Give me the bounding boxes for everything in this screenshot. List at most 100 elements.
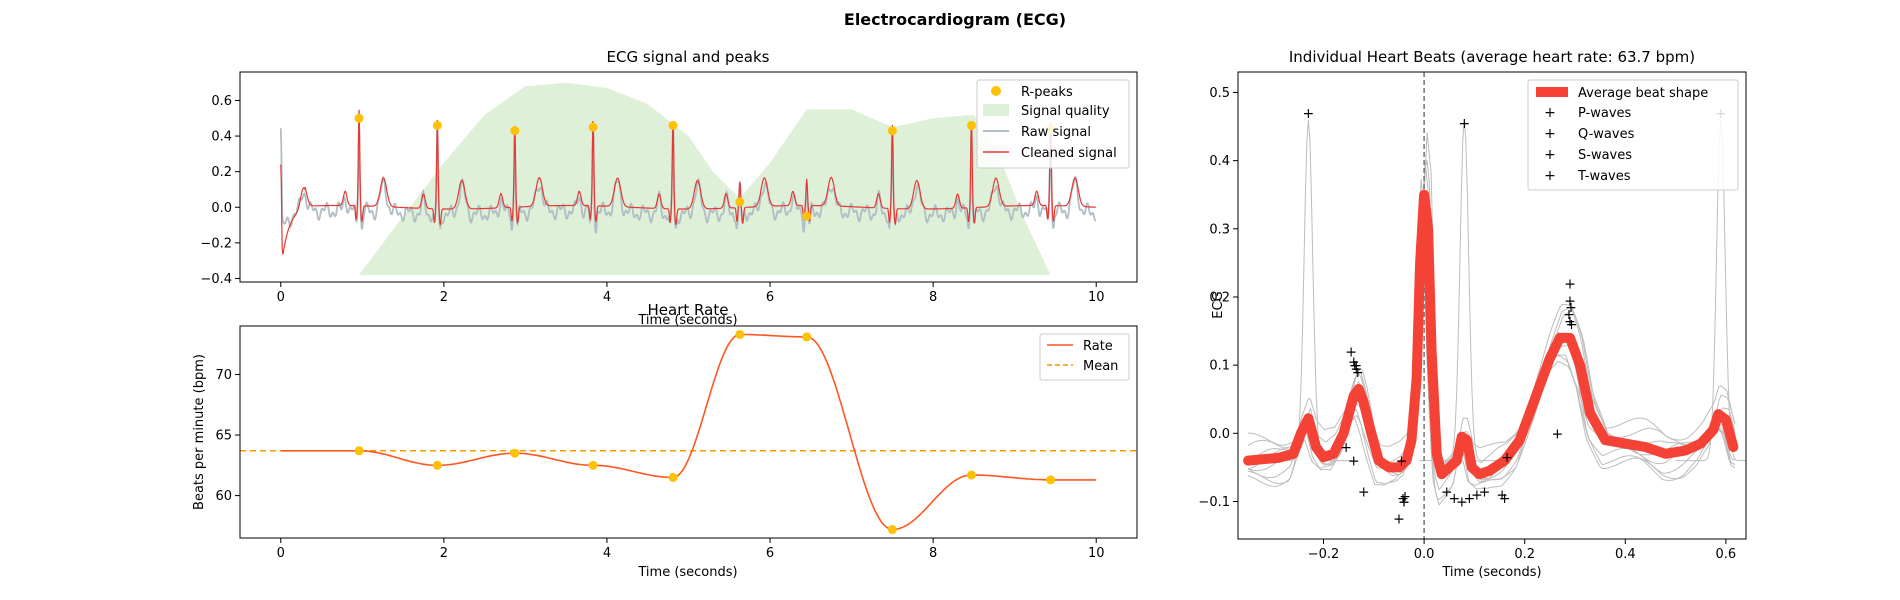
rate-x-tick-label: 8 xyxy=(929,546,937,561)
ecg-x-tick-label: 6 xyxy=(766,290,774,305)
beats-x-tick-label: 0.4 xyxy=(1615,547,1636,562)
p-wave-marker: + xyxy=(1352,365,1364,381)
t-wave-marker: + xyxy=(1564,276,1576,292)
r-peak-marker xyxy=(966,120,976,130)
q-wave-marker: + xyxy=(1348,454,1360,470)
t-wave-marker: + xyxy=(1458,116,1470,132)
q-waves-legend-label: Q-waves xyxy=(1578,127,1635,142)
p-waves-legend-marker: + xyxy=(1544,105,1556,121)
p-wave-marker: + xyxy=(1349,358,1361,374)
ecg-y-tick-label: 0.6 xyxy=(211,94,232,109)
beats-y-tick-label: 0.1 xyxy=(1209,359,1230,374)
rate-legend-label: Rate xyxy=(1083,339,1113,354)
s-wave-marker: + xyxy=(1499,491,1511,507)
rate-axes-frame xyxy=(239,325,1138,539)
q-wave-marker: + xyxy=(1393,512,1405,528)
q-waves-legend-marker: + xyxy=(1544,126,1556,142)
raw-legend-label: Raw signal xyxy=(1021,125,1091,140)
individual-beat-line xyxy=(1247,248,1735,480)
q-wave-marker: + xyxy=(1441,484,1453,500)
q-wave-marker: + xyxy=(1358,484,1370,500)
q-wave-marker: + xyxy=(1448,491,1460,507)
rate-x-tick-label: 10 xyxy=(1088,546,1105,561)
s-wave-marker: + xyxy=(1398,495,1410,511)
rate-line xyxy=(280,333,1097,531)
rate-x-tick-label: 6 xyxy=(766,546,774,561)
ecg-signal-panel: ECG signal and peaks 0 2 4 6 8 10−0.4−0.20.00… xyxy=(200,48,1138,328)
rate-x-axis-label: Time (seconds) xyxy=(637,565,737,580)
s-waves-legend-marker: + xyxy=(1544,147,1556,163)
ecg-y-tick-label: 0.2 xyxy=(211,165,232,180)
beats-y-tick-label: −0.1 xyxy=(1198,495,1230,510)
rate-x-tick-label: 2 xyxy=(440,546,448,561)
individual-beat-line xyxy=(1247,202,1736,483)
ecg-y-tick-label: 0.4 xyxy=(211,130,232,145)
beats-ticks: −0.2 0.0 0.2 0.4 0.6 −0.1 0.0 0.1 0.2 0.3 0.4 0.5 xyxy=(1198,86,1736,562)
s-wave-marker: + xyxy=(1479,484,1491,500)
individual-beat-line xyxy=(1247,179,1736,506)
p-wave-marker: + xyxy=(1348,355,1360,371)
p-waves-legend-label: P-waves xyxy=(1578,106,1632,121)
rate-y-tick-label: 60 xyxy=(215,489,232,504)
rate-point xyxy=(1046,475,1056,485)
ecg-y-tick-label: 0.0 xyxy=(211,201,232,216)
rate-point xyxy=(354,446,364,456)
ecg-y-tick-label: −0.2 xyxy=(200,236,232,251)
p-wave-marker: + xyxy=(1350,362,1362,378)
average-legend-label: Average beat shape xyxy=(1578,86,1708,101)
beats-legend: Average beat shape + P-waves + Q-waves +… xyxy=(1527,79,1739,191)
beats-axes-frame xyxy=(1237,71,1747,540)
rate-point xyxy=(887,525,897,535)
rpeaks-legend-marker xyxy=(991,86,1001,96)
q-wave-marker: + xyxy=(1399,489,1411,505)
rate-point xyxy=(735,329,745,339)
r-peak-marker xyxy=(588,122,598,132)
t-wave-marker: + xyxy=(1566,317,1578,333)
t-wave-marker: + xyxy=(1552,426,1564,442)
ecg-x-tick-label: 10 xyxy=(1088,290,1105,305)
signal-quality-area xyxy=(359,82,1051,275)
heart-beats-panel: Individual Heart Beats (average heart ra… xyxy=(1198,48,1747,580)
rate-panel-title: Heart Rate xyxy=(648,301,729,319)
rate-x-tick-label: 0 xyxy=(277,546,285,561)
beats-plot-area: ++++++++++++++++++++++++++++++++++ xyxy=(1243,72,1746,539)
rate-y-tick-label: 65 xyxy=(215,429,232,444)
ecg-y-tick-label: −0.4 xyxy=(200,272,232,287)
rate-point xyxy=(966,470,976,480)
ecg-x-tick-label: 4 xyxy=(603,290,611,305)
raw-signal-line xyxy=(279,121,1097,234)
individual-beat-line xyxy=(1247,160,1736,469)
rate-point xyxy=(802,332,812,342)
s-wave-marker: + xyxy=(1396,454,1408,470)
cleaned-signal-line xyxy=(280,109,1096,255)
p-wave-marker: + xyxy=(1345,345,1357,361)
q-wave-marker: + xyxy=(1456,495,1468,511)
rate-ticks: 0 2 4 6 8 10 60 65 70 xyxy=(215,368,1104,561)
ecg-x-tick-label: 0 xyxy=(277,290,285,305)
r-peak-marker xyxy=(510,126,520,136)
s-wave-marker: + xyxy=(1496,488,1508,504)
beats-y-tick-label: 0.0 xyxy=(1209,427,1230,442)
r-peak-marker xyxy=(432,120,442,130)
quality-legend-swatch xyxy=(983,104,1009,116)
rate-legend: Rate Mean xyxy=(1039,333,1130,381)
s-wave-marker: + xyxy=(1471,488,1483,504)
rate-y-axis-label: Beats per minute (bpm) xyxy=(192,354,207,510)
t-waves-legend-marker: + xyxy=(1544,168,1556,184)
q-wave-marker: + xyxy=(1463,491,1475,507)
t-wave-marker: + xyxy=(1563,307,1575,323)
r-peak-marker xyxy=(354,113,364,123)
ecg-x-tick-label: 2 xyxy=(440,290,448,305)
q-wave-marker: + xyxy=(1340,440,1352,456)
ecg-legend-box xyxy=(976,79,1130,169)
q-wave-marker: + xyxy=(1398,495,1410,511)
quality-legend-label: Signal quality xyxy=(1021,104,1110,119)
p-wave-marker: + xyxy=(1303,106,1315,122)
beats-y-tick-label: 0.4 xyxy=(1209,154,1230,169)
individual-beat-line xyxy=(1248,161,1736,465)
rate-point xyxy=(588,460,598,470)
r-peak-marker xyxy=(802,211,812,221)
ecg-x-tick-label: 8 xyxy=(929,290,937,305)
t-wave-marker: + xyxy=(1565,300,1577,316)
